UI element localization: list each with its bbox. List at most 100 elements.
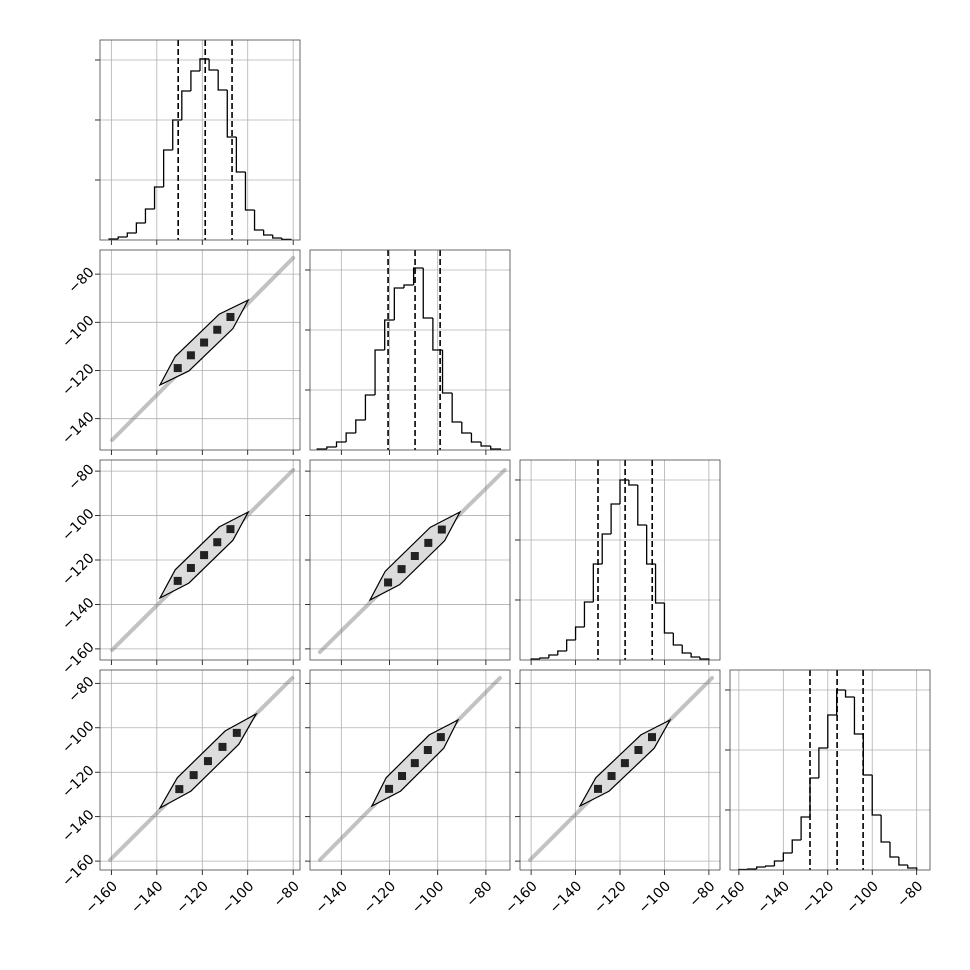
hist-bin [208,58,219,71]
hist-bin [190,70,200,92]
hist-bin [756,866,766,869]
hist-bin [663,602,674,634]
hist-bin [181,90,191,120]
y-tick-label: −80 [65,264,97,296]
panel-frame [99,39,301,241]
density-marker [200,551,209,560]
x-tick-label: −80 [463,878,495,910]
hist-bin [355,419,366,434]
hist-bin [412,267,424,285]
panel-frame [99,249,301,451]
x-tick-label: −100 [409,878,448,917]
density-marker [226,525,235,534]
y-tick-label: −100 [59,313,98,352]
panel: −160 −140 −120 −100 −80−160−140−120−100−80 [59,669,303,917]
density-marker [213,325,222,334]
hist-bin [773,860,784,866]
x-tick-label: −140 [128,878,167,917]
hist-bin [135,222,146,233]
density-marker [607,772,616,780]
hist-bin [898,856,908,866]
hist-bin [601,533,612,564]
y-tick-label: −140 [59,807,98,846]
plot-area [108,40,292,240]
density-marker [398,772,407,780]
hist-bin [162,149,173,188]
hist-bin [335,441,347,447]
panel [305,459,511,665]
hist-bin [853,697,864,735]
hist-bin [827,714,837,749]
hist-bin [800,816,810,840]
hist-bin [432,317,443,351]
plot-area [110,468,296,652]
x-tick-label: −100 [843,878,882,917]
y-tick-label: −80 [65,461,97,493]
density-marker [594,784,602,793]
density-marker [186,351,195,360]
hist-bin [699,657,710,660]
density-marker [423,746,432,754]
density-marker [226,312,235,321]
density-marker [384,578,393,587]
hist-bin [844,689,855,698]
x-tick-label: −160 [502,878,541,917]
plot-area [108,676,295,862]
panel-frame [519,459,721,661]
hist-bin [172,119,182,150]
hist-bin [836,689,846,716]
hist-bin [557,650,567,656]
hist-bin [628,479,638,486]
panel-frame [519,669,721,871]
density-marker [189,771,198,780]
density-marker [648,733,656,742]
hist-bin [610,503,620,534]
hist-bin [470,433,482,443]
hist-bin [364,394,376,420]
hist-bin [451,392,462,423]
density-marker [410,552,419,560]
density-marker [203,757,212,766]
hist-bin [384,319,395,350]
density-marker [186,564,195,572]
hist-bin [126,232,137,237]
hist-bin [235,136,246,173]
hist-bin [441,349,453,394]
hist-bin [907,865,918,870]
density-marker [620,759,629,768]
hist-bin [144,208,155,224]
density-marker [397,565,406,574]
hist-bin [117,236,128,239]
density-marker [213,538,222,547]
y-tick-label: −140 [59,409,98,448]
y-tick-label: −120 [59,361,98,400]
x-tick-label: −80 [271,878,303,910]
hist-bin [403,284,414,288]
density-marker [634,746,643,754]
plot-area [528,676,714,862]
density-marker [232,728,241,737]
hist-bin [681,644,692,654]
panel: −140 −120 −100 −80 [59,249,301,455]
hist-bin [871,775,882,816]
hist-bin [782,852,793,861]
hist-bin [539,657,549,659]
hist-bin [262,229,273,236]
x-tick-label: −100 [636,878,675,917]
hist-bin [490,445,502,450]
hist-bin [374,349,385,395]
hist-bin [226,89,237,138]
x-tick-label: −120 [361,878,400,917]
hist-bin [809,777,819,818]
hist-bin [244,172,255,211]
panel: −160 −140 −120 −100 −80 [59,459,301,678]
hist-bin [199,58,210,71]
y-tick-label: −100 [59,718,98,757]
panel-frame [99,669,301,871]
hist-bin [818,747,828,779]
hist-bin [862,733,873,776]
panel-frame [309,669,511,871]
hist-bin [654,563,665,604]
y-tick-label: −100 [59,506,98,545]
